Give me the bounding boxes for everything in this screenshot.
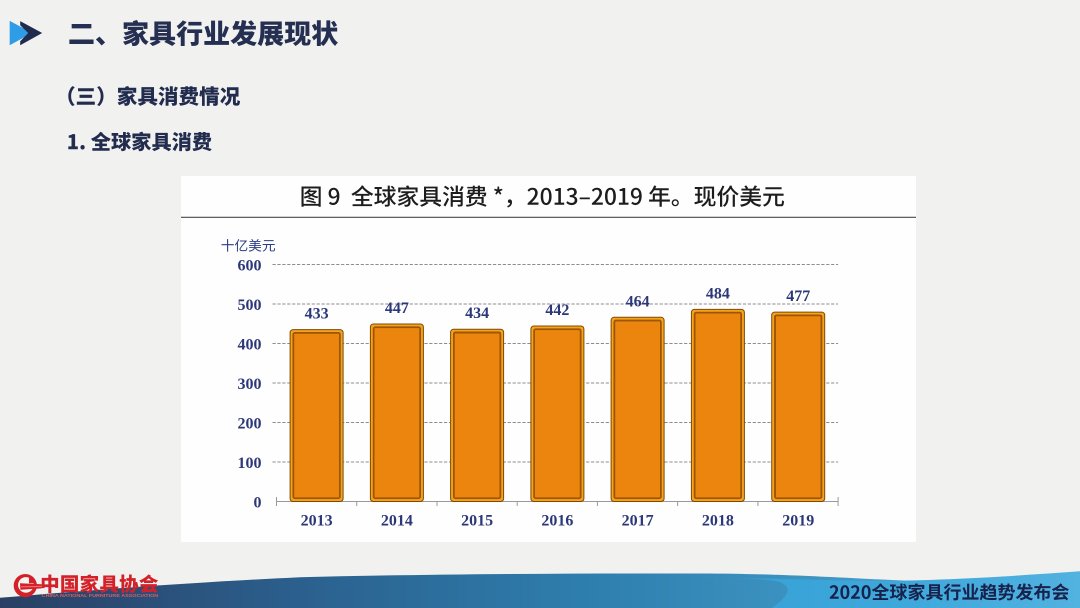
svg-text:2014: 2014 xyxy=(381,512,413,529)
svg-text:400: 400 xyxy=(238,337,262,354)
svg-text:464: 464 xyxy=(626,293,650,310)
svg-text:200: 200 xyxy=(238,416,262,433)
svg-text:2018: 2018 xyxy=(702,512,734,529)
svg-text:442: 442 xyxy=(545,302,569,319)
svg-text:447: 447 xyxy=(385,300,409,317)
svg-text:100: 100 xyxy=(238,455,262,472)
svg-text:0: 0 xyxy=(254,495,262,512)
svg-text:600: 600 xyxy=(238,258,262,275)
svg-text:2015: 2015 xyxy=(461,512,493,529)
svg-text:2016: 2016 xyxy=(541,512,573,529)
svg-text:477: 477 xyxy=(786,288,810,305)
svg-text:433: 433 xyxy=(305,306,329,323)
svg-text:2013: 2013 xyxy=(301,512,333,529)
svg-text:500: 500 xyxy=(238,297,262,314)
svg-text:434: 434 xyxy=(465,305,489,322)
svg-text:300: 300 xyxy=(238,376,262,393)
svg-text:2017: 2017 xyxy=(622,512,654,529)
svg-text:CHINA NATIONAL FURNITURE ASSOC: CHINA NATIONAL FURNITURE ASSOCIATION xyxy=(42,593,159,598)
svg-text:2019: 2019 xyxy=(782,512,814,529)
svg-text:484: 484 xyxy=(706,285,730,302)
